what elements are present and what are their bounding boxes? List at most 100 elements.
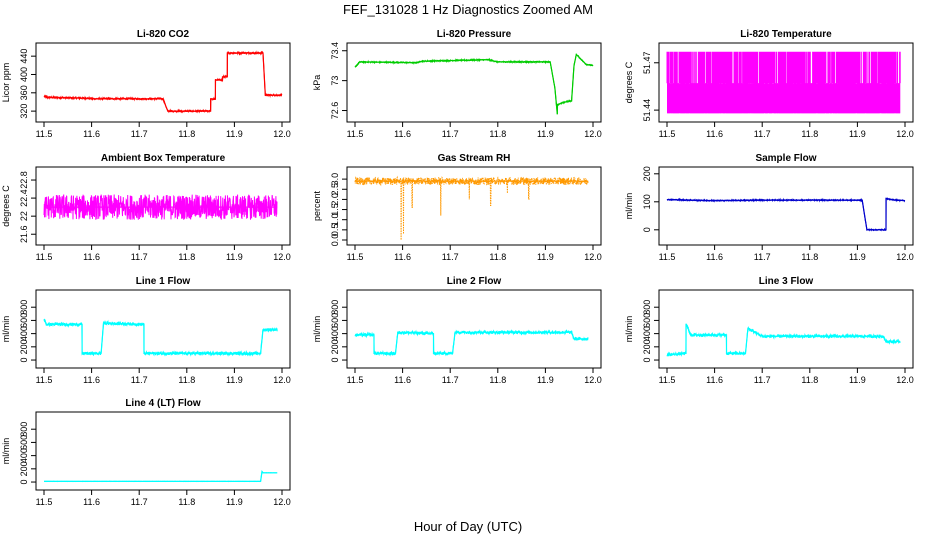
y-tick-label: 600 <box>642 313 652 328</box>
x-tick-label: 11.8 <box>178 252 195 262</box>
y-tick-label: 440 <box>19 49 29 64</box>
y-tick-label: 22.4 <box>19 189 29 207</box>
x-tick-label: 11.9 <box>226 129 243 139</box>
series-step-line <box>44 470 278 482</box>
series-group <box>666 197 906 232</box>
y-tick-label: 0.0 <box>330 234 340 247</box>
series-group <box>666 323 901 357</box>
y-axis-label: ml/min <box>1 438 11 465</box>
x-tick-label: 11.9 <box>537 375 554 385</box>
y-tick-label: 600 <box>19 313 29 328</box>
plot-frame <box>658 42 914 123</box>
y-axis-label: ml/min <box>1 316 11 343</box>
panel-title: Li-820 Pressure <box>437 29 512 40</box>
x-tick-label: 11.8 <box>801 252 818 262</box>
x-tick-label: 11.7 <box>442 252 459 262</box>
series-line <box>43 318 278 357</box>
y-tick-label: 22 <box>19 211 29 221</box>
series-line <box>354 175 589 241</box>
x-tick-label: 11.6 <box>83 252 100 262</box>
x-tick-label: 11.8 <box>801 129 818 139</box>
y-tick-label: 200 <box>19 339 29 354</box>
x-tick-label: 12.0 <box>273 129 291 139</box>
x-tick-label: 11.9 <box>226 375 243 385</box>
x-tick-label: 11.7 <box>131 375 148 385</box>
x-tick-label: 12.0 <box>896 129 914 139</box>
y-tick-label: 800 <box>642 300 652 315</box>
x-tick-label: 11.7 <box>754 375 771 385</box>
plot-frame <box>35 42 291 123</box>
y-axis-label: Licor ppm <box>1 63 11 103</box>
panel-title: Li-820 CO2 <box>137 29 190 40</box>
y-tick-label: 400 <box>19 67 29 82</box>
x-tick-label: 11.5 <box>36 375 53 385</box>
plot-frame <box>346 42 602 123</box>
y-tick-label: 800 <box>330 300 340 315</box>
panel-6: Line 1 Flow ml/min 11.5 11.6 11.7 11.8 11.9 12.… <box>1 276 291 385</box>
x-tick-label: 11.5 <box>36 129 53 139</box>
y-axis-label: ml/min <box>624 193 634 220</box>
panels-group: Li-820 CO2 Licor ppm 11.5 11.6 11.7 11.8 11.9 1… <box>1 29 914 507</box>
x-tick-label: 11.7 <box>131 129 148 139</box>
x-tick-label: 12.0 <box>584 129 602 139</box>
x-tick-label: 11.5 <box>659 129 676 139</box>
y-axis-label: ml/min <box>312 316 322 343</box>
x-tick-label: 11.8 <box>489 375 506 385</box>
x-tick-label: 11.5 <box>36 252 53 262</box>
panel-title: Line 1 Flow <box>136 276 191 287</box>
panel-title: Sample Flow <box>755 153 816 164</box>
x-tick-label: 11.9 <box>537 129 554 139</box>
series-group <box>354 53 594 115</box>
x-tick-label: 11.7 <box>131 252 148 262</box>
x-tick-label: 11.9 <box>849 375 866 385</box>
series-line <box>354 53 594 115</box>
x-tick-label: 11.7 <box>442 375 459 385</box>
y-tick-label: 22.8 <box>19 171 29 189</box>
panel-title: Li-820 Temperature <box>740 29 832 40</box>
panel-4: Gas Stream RH percent 11.5 11.6 11.7 11.8 11.9… <box>312 153 602 262</box>
y-tick-label: 1.0 <box>330 213 340 226</box>
y-tick-label: 600 <box>19 435 29 450</box>
x-tick-label: 11.6 <box>706 375 723 385</box>
x-tick-label: 11.6 <box>83 129 100 139</box>
plot-frame <box>658 166 914 246</box>
y-tick-label: 0 <box>642 358 652 363</box>
series-group <box>43 318 278 357</box>
y-tick-label: 2.5 <box>330 183 340 196</box>
x-tick-label: 11.8 <box>178 497 195 507</box>
plot-frame <box>346 166 602 246</box>
y-tick-label: 400 <box>642 326 652 341</box>
x-tick-label: 11.9 <box>537 252 554 262</box>
x-tick-label: 12.0 <box>584 375 602 385</box>
x-tick-label: 12.0 <box>584 252 602 262</box>
x-tick-label: 11.5 <box>659 252 676 262</box>
y-tick-label: 400 <box>19 448 29 463</box>
series-line <box>666 51 901 114</box>
x-tick-label: 11.6 <box>706 252 723 262</box>
panel-title: Line 2 Flow <box>447 276 502 287</box>
y-tick-label: 200 <box>642 339 652 354</box>
x-tick-label: 11.5 <box>347 129 364 139</box>
plot-frame <box>35 289 291 369</box>
y-tick-label: 320 <box>19 104 29 119</box>
series-step-line <box>44 52 282 112</box>
y-tick-label: 51.44 <box>642 99 652 122</box>
y-tick-label: 73 <box>330 76 340 86</box>
series-group <box>354 175 589 241</box>
x-tick-label: 11.8 <box>489 252 506 262</box>
x-tick-label: 11.6 <box>394 252 411 262</box>
x-tick-label: 11.6 <box>83 497 100 507</box>
y-tick-label: 200 <box>330 339 340 354</box>
series-step-line <box>666 323 901 356</box>
y-tick-label: 400 <box>330 326 340 341</box>
y-tick-label: 360 <box>19 85 29 100</box>
x-tick-label: 11.5 <box>659 375 676 385</box>
x-tick-label: 11.9 <box>849 129 866 139</box>
x-tick-label: 11.5 <box>347 252 364 262</box>
x-tick-label: 11.6 <box>706 129 723 139</box>
y-tick-label: 73.4 <box>330 42 340 60</box>
y-tick-label: 0 <box>330 358 340 363</box>
series-line <box>43 193 278 220</box>
x-tick-label: 11.8 <box>489 129 506 139</box>
